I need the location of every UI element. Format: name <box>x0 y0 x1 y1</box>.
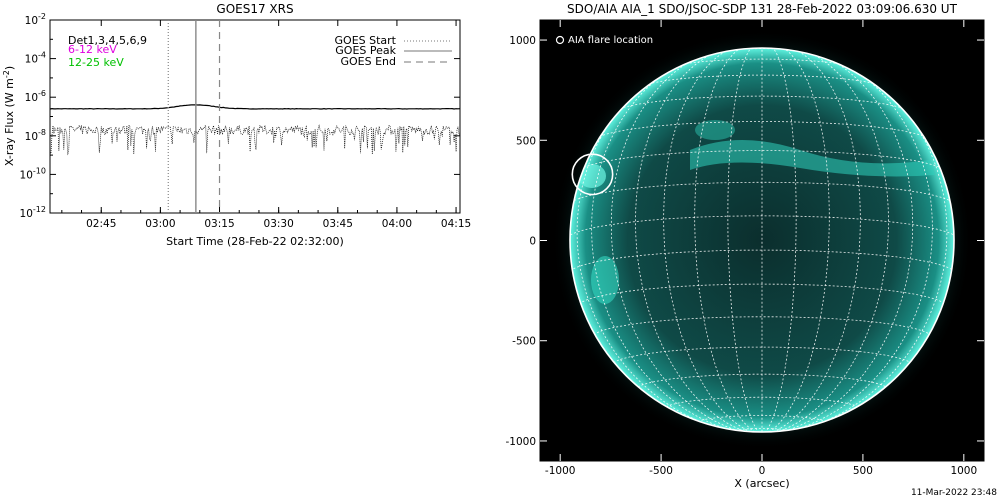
longitude-line <box>761 48 797 432</box>
goes-y-axis-label: X-ray Flux (W m-2) <box>2 66 16 166</box>
aia-x-tick-label: -1000 <box>545 465 576 477</box>
y-tick-exponent: -10 <box>33 166 46 175</box>
aia-y-tick-label: 500 <box>516 135 536 147</box>
goes-y-tick-label: 10-4 <box>25 51 46 66</box>
legend-goes-start-label: GOES Start <box>335 34 397 47</box>
active-region-left <box>591 256 619 304</box>
y-tick-base: 10 <box>20 208 33 220</box>
longitude-line <box>761 48 914 432</box>
y-label-close: ) <box>3 66 16 70</box>
goes-x-tick-label: 03:00 <box>145 218 175 230</box>
y-tick-exponent: -4 <box>38 51 46 60</box>
goes-y-tick-label: 10-8 <box>25 128 46 143</box>
goes-x-tick-label: 04:15 <box>441 218 471 230</box>
aia-flare-legend: AIA flare location <box>555 35 653 46</box>
goes-y-tick-label: 10-10 <box>20 166 46 181</box>
legend-goes-end-label: GOES End <box>340 55 396 68</box>
longitude-line <box>610 48 763 432</box>
y-tick-exponent: -6 <box>38 89 46 98</box>
aia-y-tick-label: -500 <box>512 336 536 348</box>
aia-y-ticks: 1000 500 0 -500 -1000 <box>505 35 984 448</box>
goes-title: GOES17 XRS <box>216 2 293 16</box>
solar-limb <box>569 47 955 433</box>
y-tick-exponent: -12 <box>33 205 46 214</box>
goes-long-channel-line <box>50 104 460 110</box>
footer-timestamp: 11-Mar-2022 23:48 <box>911 488 997 498</box>
flare-legend-label: AIA flare location <box>568 35 653 46</box>
goes-x-axis-label: Start Time (28-Feb-22 02:32:00) <box>166 235 344 248</box>
goes-chart: GOES17 XRS 02:45 03:00 03:15 03:30 03:45 04:0… <box>2 2 471 248</box>
aia-y-tick-label: 0 <box>529 236 536 248</box>
active-region-flare <box>578 164 606 188</box>
goes-band-legend: Det1,3,4,5,6,9 6-12 keV 12-25 keV <box>68 34 147 69</box>
band-legend-line2: 6-12 keV <box>68 43 117 56</box>
longitude-line <box>694 48 763 432</box>
aia-image-panel: SDO/AIA AIA_1 SDO/JSOC-SDP 131 28-Feb-20… <box>505 2 985 490</box>
legend-goes-peak-label: GOES Peak <box>335 44 396 57</box>
goes-event-markers <box>167 20 221 213</box>
aia-x-tick-label: 500 <box>853 465 873 477</box>
aia-x-tick-label: -500 <box>649 465 673 477</box>
aia-y-tick-label: 1000 <box>509 35 536 47</box>
goes-y-tick-label: 10-2 <box>25 12 46 27</box>
band-legend-line3: 12-25 keV <box>68 56 124 69</box>
flare-legend-icon <box>555 35 565 45</box>
y-label-superscript: -2 <box>2 70 11 78</box>
aia-x-tick-label: 0 <box>759 465 766 477</box>
goes-short-channel-line <box>50 124 460 156</box>
goes-x-tick-label: 03:45 <box>323 218 353 230</box>
aia-x-ticks: -1000 -500 0 500 1000 <box>545 20 977 477</box>
goes-plot-area: 02:45 03:00 03:15 03:30 03:45 04:00 04:15 10-2… <box>20 12 472 230</box>
y-tick-base: 10 <box>25 15 38 27</box>
latitude-line <box>592 121 932 141</box>
aia-x-axis-label: X (arcsec) <box>734 477 789 490</box>
longitude-line <box>761 48 889 432</box>
active-region-upper <box>695 120 735 140</box>
y-tick-base: 10 <box>20 169 33 181</box>
longitude-line <box>727 48 763 432</box>
latitude-line <box>663 396 861 410</box>
latitude-line <box>570 215 954 241</box>
goes-x-tick-label: 03:15 <box>204 218 234 230</box>
aia-y-tick-label: -1000 <box>505 436 536 448</box>
longitude-line <box>635 48 763 432</box>
band-legend-line1: Det1,3,4,5,6,9 <box>68 34 147 47</box>
flare-location-circle <box>571 153 614 196</box>
goes-y-tick-label: 10-12 <box>20 205 46 220</box>
y-tick-base: 10 <box>25 54 38 66</box>
y-tick-base: 10 <box>25 131 38 143</box>
y-tick-exponent: -2 <box>38 12 46 21</box>
solar-disk <box>570 48 954 432</box>
goes-x-tick-label: 02:45 <box>86 218 116 230</box>
y-tick-base: 10 <box>25 92 38 104</box>
longitude-line <box>761 48 830 432</box>
goes-x-tick-label: 04:00 <box>382 218 412 230</box>
aia-x-tick-label: 1000 <box>950 465 977 477</box>
goes-y-tick-label: 10-6 <box>25 89 46 104</box>
goes-x-ticks: 02:45 03:00 03:15 03:30 03:45 04:00 04:15 <box>61 20 471 230</box>
goes-series <box>50 104 460 156</box>
y-tick-exponent: -8 <box>38 128 46 137</box>
goes-marker-legend: GOES Start GOES Peak GOES End <box>335 34 452 68</box>
active-region-band <box>690 140 935 177</box>
aia-title: SDO/AIA AIA_1 SDO/JSOC-SDP 131 28-Feb-20… <box>567 2 958 16</box>
goes-x-tick-label: 03:30 <box>264 218 294 230</box>
